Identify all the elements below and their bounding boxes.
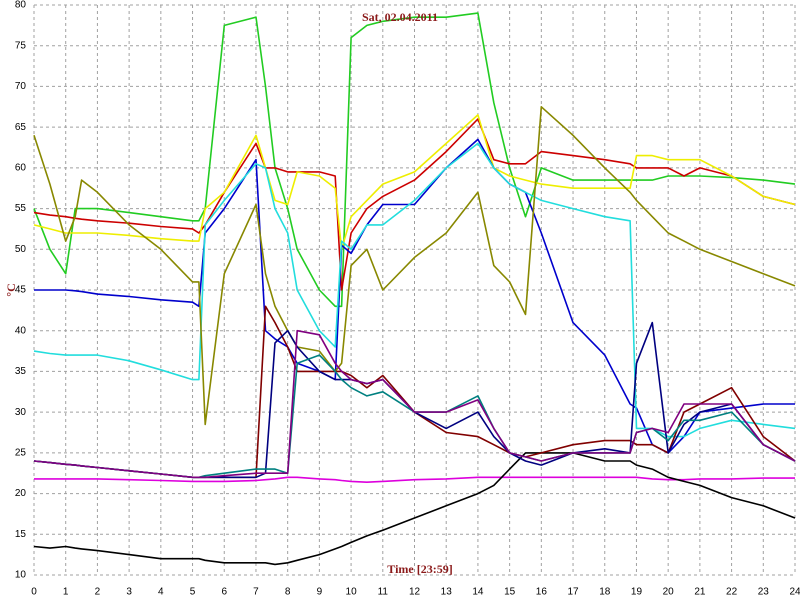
data-line	[33, 142, 796, 438]
x-tick-label: 14	[472, 587, 484, 598]
data-line	[34, 138, 795, 454]
x-tick-label: 4	[158, 587, 164, 598]
y-tick-label: 80	[15, 0, 27, 11]
x-tick-label: 24	[789, 587, 800, 598]
x-tick-label: 1	[63, 587, 69, 598]
y-tick-label: 60	[15, 162, 27, 173]
data-line	[33, 329, 796, 479]
y-tick-label: 45	[15, 285, 27, 296]
x-tick-label: 5	[190, 587, 196, 598]
y-tick-label: 35	[15, 366, 27, 377]
plot-lines	[33, 12, 796, 566]
x-tick-label: 19	[631, 587, 643, 598]
x-tick-label: 11	[378, 587, 389, 598]
data-line	[33, 106, 796, 426]
x-tick-label: 16	[536, 587, 548, 598]
x-tick-label: 22	[726, 587, 738, 598]
y-tick-label: 50	[15, 244, 27, 255]
x-tick-label: 8	[285, 587, 291, 598]
y-axis-label: °C	[4, 283, 18, 296]
chart-title: Sat, 02.04.2011	[362, 10, 438, 24]
x-tick-label: 17	[567, 587, 579, 598]
y-tick-label: 30	[15, 407, 27, 418]
y-tick-label: 70	[15, 81, 27, 92]
data-line	[33, 114, 796, 251]
y-tick-label: 15	[15, 529, 27, 540]
y-tick-label: 20	[15, 488, 27, 499]
x-tick-label: 20	[663, 587, 675, 598]
y-tick-label: 75	[15, 40, 27, 51]
x-tick-label: 23	[758, 587, 770, 598]
x-tick-label: 18	[599, 587, 611, 598]
x-tick-label: 2	[95, 587, 101, 598]
data-line	[33, 12, 796, 308]
x-tick-label: 12	[409, 587, 421, 598]
x-tick-label: 10	[346, 587, 358, 598]
y-tick-label: 25	[15, 447, 27, 458]
x-tick-label: 21	[694, 587, 706, 598]
data-line	[33, 118, 796, 291]
y-tick-label: 40	[15, 325, 27, 336]
x-tick-label: 3	[126, 587, 132, 598]
x-tick-label: 6	[221, 587, 227, 598]
x-tick-label: 9	[317, 587, 323, 598]
x-tick-label: 0	[31, 587, 37, 598]
y-tick-label: 55	[15, 203, 27, 214]
data-line	[33, 452, 796, 566]
y-tick-label: 10	[15, 570, 27, 581]
y-tick-label: 65	[15, 122, 27, 133]
x-tick-label: 13	[441, 587, 453, 598]
data-line	[34, 476, 795, 483]
x-tick-label: 15	[504, 587, 516, 598]
x-tick-label: 7	[253, 587, 259, 598]
x-axis-label: Time [23:59]	[387, 562, 452, 576]
